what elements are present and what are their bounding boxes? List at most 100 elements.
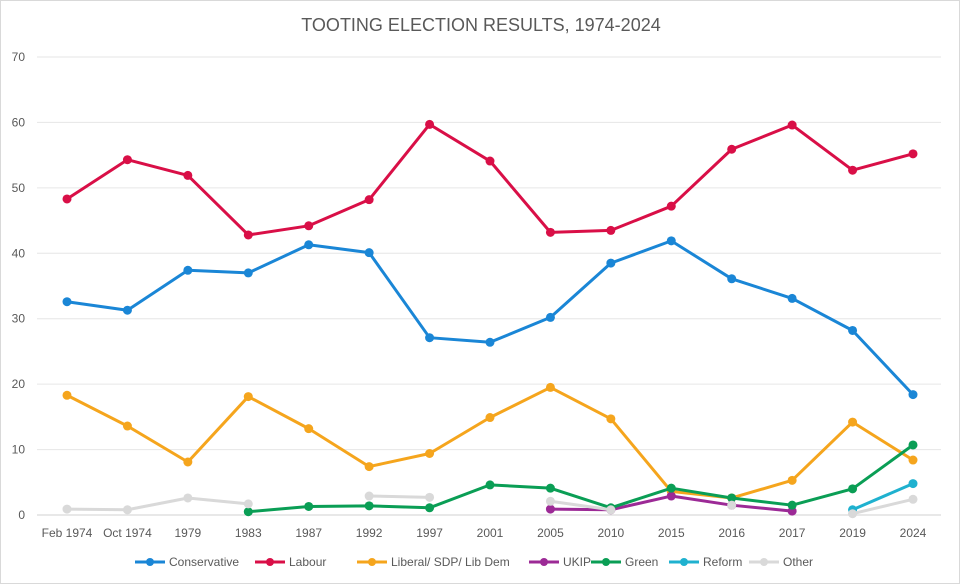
data-point [787, 293, 797, 303]
data-point [787, 500, 797, 510]
legend-marker [146, 558, 154, 566]
data-point [545, 496, 555, 506]
data-point [183, 493, 193, 503]
data-point [304, 424, 314, 434]
data-point [908, 440, 918, 450]
data-point [425, 333, 435, 343]
y-tick-label: 60 [12, 115, 26, 129]
data-point [545, 483, 555, 493]
x-tick-label: 2015 [658, 526, 685, 540]
data-point [62, 297, 72, 307]
data-point [908, 149, 918, 159]
series-line [851, 482, 914, 512]
data-point [183, 170, 193, 180]
data-point [243, 268, 253, 278]
series-other [62, 491, 918, 519]
legend-label: Conservative [169, 555, 239, 569]
legend-item: UKIP [529, 555, 591, 569]
data-point [727, 500, 737, 510]
legend-label: Liberal/ SDP/ Lib Dem [391, 555, 510, 569]
data-point [727, 144, 737, 154]
series-line [852, 497, 914, 516]
x-tick-label: 2024 [900, 526, 927, 540]
series-line [369, 494, 430, 499]
data-point [787, 120, 797, 130]
data-point [606, 414, 616, 424]
series-conservative [62, 236, 918, 400]
data-point [62, 390, 72, 400]
data-point [727, 493, 737, 503]
data-point [666, 491, 676, 501]
x-tick-label: 1987 [295, 526, 322, 540]
data-point [545, 504, 555, 514]
legend-label: Labour [289, 555, 326, 569]
data-point [304, 240, 314, 250]
legend-marker [368, 558, 376, 566]
data-point [425, 503, 435, 513]
data-point [425, 492, 435, 502]
data-point [908, 455, 918, 465]
legend-marker [540, 558, 548, 566]
data-point [122, 421, 132, 431]
data-point [848, 509, 858, 519]
data-point [425, 119, 435, 129]
legend-label: Other [783, 555, 813, 569]
legend-label: Reform [703, 555, 742, 569]
x-tick-label: 2019 [839, 526, 866, 540]
x-tick-label: 2001 [477, 526, 504, 540]
legend-label: UKIP [563, 555, 591, 569]
x-tick-label: 1979 [175, 526, 202, 540]
legend-marker [760, 558, 768, 566]
data-point [848, 325, 858, 335]
legend-item: Conservative [135, 555, 239, 569]
series-labour [62, 119, 918, 240]
data-point [243, 499, 253, 509]
y-tick-label: 50 [12, 181, 26, 195]
x-tick-label: 1983 [235, 526, 262, 540]
series-line [66, 239, 915, 396]
data-point [606, 505, 616, 515]
data-point [545, 227, 555, 237]
series-line [66, 122, 914, 237]
series-green [243, 440, 918, 517]
legend-item: Liberal/ SDP/ Lib Dem [357, 555, 510, 569]
data-point [304, 501, 314, 511]
y-tick-label: 70 [12, 50, 26, 64]
data-point [183, 457, 193, 467]
data-point [727, 274, 737, 284]
data-point [606, 258, 616, 268]
series-line [248, 443, 914, 514]
series-liberal-sdp-lib-dem [62, 382, 918, 503]
data-point [122, 305, 132, 315]
data-point [485, 337, 495, 347]
data-point [243, 507, 253, 517]
data-point [364, 248, 374, 258]
x-tick-label: 2016 [718, 526, 745, 540]
data-point [908, 479, 918, 489]
x-tick-label: Feb 1974 [42, 526, 93, 540]
data-point [848, 484, 858, 494]
data-point [364, 501, 374, 511]
data-point [545, 382, 555, 392]
data-point [485, 413, 495, 423]
series-line [66, 496, 249, 512]
data-point [485, 156, 495, 166]
data-point [243, 392, 253, 402]
data-point [364, 195, 374, 205]
x-tick-label: Oct 1974 [103, 526, 152, 540]
data-point [485, 480, 495, 490]
data-point [243, 230, 253, 240]
legend-item: Labour [255, 555, 326, 569]
y-tick-label: 10 [12, 443, 26, 457]
data-point [848, 165, 858, 175]
legend-marker [680, 558, 688, 566]
data-point [666, 483, 676, 493]
data-point [545, 312, 555, 322]
legend-item: Reform [669, 555, 742, 569]
data-point [364, 491, 374, 501]
y-tick-label: 30 [12, 312, 26, 326]
y-tick-label: 20 [12, 377, 26, 391]
x-tick-label: 2010 [598, 526, 625, 540]
